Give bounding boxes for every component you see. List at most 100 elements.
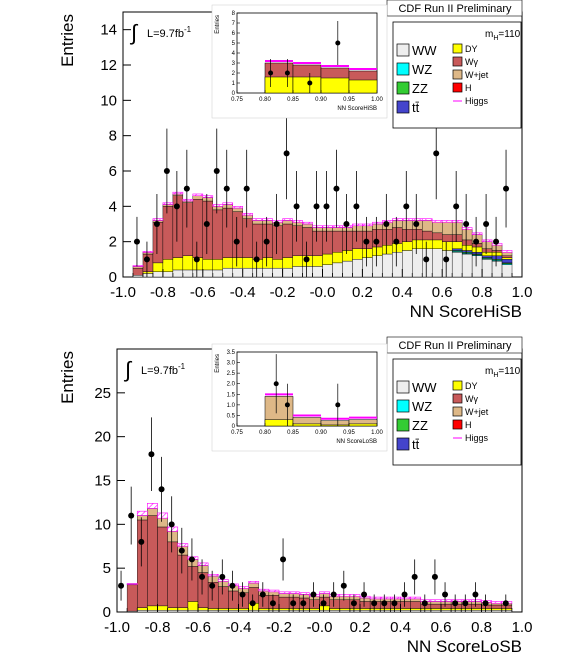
bar-tt-36	[491, 255, 503, 260]
bar-W-31	[440, 603, 452, 609]
bar-W-33	[461, 239, 473, 246]
bar-WW-24	[369, 610, 381, 613]
legend-swatch-ww	[396, 43, 410, 57]
bar-DY-34	[471, 246, 483, 253]
bar-Wjet-22	[352, 225, 363, 232]
higgs-band-36	[491, 601, 503, 604]
bar-W-29	[422, 230, 433, 241]
inset-y-tick-label: 3.5	[227, 350, 236, 356]
bar-WW-35	[481, 610, 492, 613]
bar-W-6	[187, 566, 199, 602]
data-point-1	[128, 512, 135, 519]
legend-label: H	[465, 420, 472, 430]
bar-DY-28	[410, 608, 421, 611]
data-point-24	[361, 591, 368, 598]
bar-WW-33	[461, 253, 473, 278]
higgs-band-24	[369, 596, 381, 600]
bar-DY-21	[339, 608, 351, 611]
bar-Wjet-18	[312, 227, 323, 232]
legend-swatch-h	[452, 419, 463, 430]
x-tick-label: 0.8	[472, 284, 493, 301]
higgs-band-10	[232, 206, 244, 209]
bar-W-31	[442, 234, 453, 242]
bar-W-2	[147, 515, 158, 607]
legend-label: H	[465, 83, 472, 93]
legend-swatch-wz	[396, 62, 410, 76]
bar-DY-29	[422, 239, 433, 249]
panel-0: -1.0 -0.8 -0.6 -0.4 -0.2 -0.0 0.2 0.4 0.6 0.8 1.00…	[58, 0, 532, 321]
higgs-band-9	[222, 202, 234, 205]
data-point-26	[381, 600, 388, 607]
bar-DY-20	[332, 252, 343, 264]
data-point-4	[173, 203, 180, 210]
inset-bar-lower-3	[348, 423, 378, 427]
bar-DY-26	[390, 608, 401, 611]
data-point-9	[209, 582, 216, 589]
bar-WW-27	[400, 610, 411, 613]
y-tick-label: 8	[109, 128, 117, 145]
inset-x-tick-label: 0.85	[287, 97, 299, 103]
bar-WW-5	[182, 269, 194, 278]
integral-symbol: ∫	[129, 20, 139, 45]
bar-WW-33	[461, 610, 472, 613]
y-tick-label: 10	[94, 516, 111, 533]
bar-WW-8	[212, 269, 223, 278]
bar-Wjet-7	[197, 565, 209, 573]
y-tick-label: 0	[109, 269, 117, 286]
legend-label: WZ	[412, 62, 432, 77]
bar-tt-37	[501, 259, 513, 264]
bar-Wjet-4	[167, 531, 178, 543]
data-point-9	[223, 185, 230, 192]
higgs-band-26	[390, 596, 401, 600]
data-point-2	[138, 538, 145, 545]
legend-label: DY	[465, 44, 478, 54]
bar-W-21	[342, 230, 353, 251]
data-point-20	[333, 185, 340, 192]
higgs-band-23	[362, 223, 373, 227]
legend-label: ZZ	[412, 418, 428, 433]
bar-DY-3	[157, 605, 168, 611]
bar-WW-7	[197, 610, 209, 613]
bar-W-36	[491, 604, 502, 609]
higgs-band-7	[202, 195, 214, 198]
data-point-31	[443, 256, 450, 263]
legend-label: Wγ	[465, 57, 478, 67]
inset-bar-lower-1	[292, 76, 322, 94]
data-point-23	[350, 600, 357, 607]
higgs-band-30	[430, 599, 442, 602]
data-point-30	[433, 150, 440, 157]
higgs-band-24	[372, 221, 383, 225]
data-point-22	[340, 582, 347, 589]
bar-Wjet-34	[471, 601, 482, 605]
bar-Wjet-19	[319, 593, 330, 598]
x-tick-label: 1.0	[512, 619, 533, 636]
data-point-27	[391, 600, 398, 607]
bar-DY-23	[359, 608, 371, 611]
y-tick-label: 6	[109, 163, 117, 180]
bar-DY-8	[207, 608, 219, 611]
mass-label: mH=110	[485, 29, 521, 42]
bar-DY-24	[372, 246, 383, 256]
data-point-6	[178, 547, 185, 554]
bar-DY-11	[238, 608, 249, 611]
bar-DY-19	[319, 605, 330, 611]
higgs-band-3	[157, 512, 168, 519]
bar-DY-35	[481, 252, 493, 256]
bar-WW-34	[471, 610, 482, 613]
bar-WW-37	[501, 610, 513, 613]
bar-DY-34	[471, 608, 482, 611]
higgs-band-19	[319, 591, 330, 594]
data-point-1	[143, 256, 150, 263]
inset-y-tick-label: 1.0	[227, 403, 236, 409]
data-point-29	[423, 256, 430, 263]
inset-y-tick-label: 6	[232, 31, 236, 37]
bar-WW-12	[248, 610, 259, 613]
bar-WW-1	[142, 273, 154, 278]
data-point-25	[383, 221, 390, 227]
bar-W-22	[352, 230, 363, 249]
higgs-band-2	[147, 502, 158, 509]
bar-WW-6	[192, 269, 203, 278]
data-point-33	[463, 221, 470, 227]
bar-WW-17	[299, 610, 310, 613]
bar-Wjet-21	[342, 227, 353, 232]
